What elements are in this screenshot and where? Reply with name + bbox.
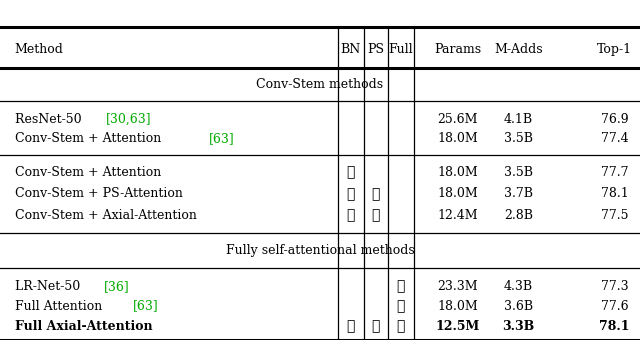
Text: ✓: ✓ [346, 187, 355, 201]
Text: Full Axial-Attention: Full Axial-Attention [15, 320, 152, 333]
Text: ✓: ✓ [396, 279, 405, 293]
Text: 12.4M: 12.4M [437, 209, 478, 222]
Text: 18.0M: 18.0M [437, 132, 478, 145]
Text: BN: BN [340, 43, 361, 56]
Text: [63]: [63] [209, 132, 234, 145]
Text: 18.0M: 18.0M [437, 187, 478, 200]
Text: ✓: ✓ [346, 165, 355, 180]
Text: ResNet-50: ResNet-50 [15, 113, 85, 126]
Text: Full: Full [388, 43, 413, 56]
Text: M-Adds: M-Adds [494, 43, 543, 56]
Text: 18.0M: 18.0M [437, 166, 478, 179]
Text: Full Attention: Full Attention [15, 300, 106, 312]
Text: ✓: ✓ [396, 299, 405, 313]
Text: 4.3B: 4.3B [504, 280, 533, 293]
Text: 12.5M: 12.5M [435, 320, 480, 333]
Text: Fully self-attentional methods: Fully self-attentional methods [226, 244, 414, 257]
Text: 76.9: 76.9 [600, 113, 628, 126]
Text: 3.3B: 3.3B [502, 320, 534, 333]
Text: ✓: ✓ [346, 208, 355, 222]
Text: ✓: ✓ [396, 319, 405, 334]
Text: 77.4: 77.4 [600, 132, 628, 145]
Text: Params: Params [434, 43, 481, 56]
Text: 77.7: 77.7 [601, 166, 628, 179]
Text: Conv-Stem + Attention: Conv-Stem + Attention [15, 166, 161, 179]
Text: Conv-Stem methods: Conv-Stem methods [257, 78, 383, 91]
Text: 77.5: 77.5 [601, 209, 628, 222]
Text: 18.0M: 18.0M [437, 300, 478, 312]
Text: [36]: [36] [104, 280, 130, 293]
Text: 4.1B: 4.1B [504, 113, 533, 126]
Text: 23.3M: 23.3M [437, 280, 478, 293]
Text: 25.6M: 25.6M [437, 113, 478, 126]
Text: 78.1: 78.1 [599, 320, 630, 333]
Text: [30,63]: [30,63] [106, 113, 152, 126]
Text: 77.3: 77.3 [600, 280, 628, 293]
Text: 77.6: 77.6 [600, 300, 628, 312]
Text: ✓: ✓ [346, 319, 355, 334]
Text: 78.1: 78.1 [600, 187, 628, 200]
Text: Conv-Stem + Axial-Attention: Conv-Stem + Axial-Attention [15, 209, 196, 222]
Text: Conv-Stem + Attention: Conv-Stem + Attention [15, 132, 165, 145]
Text: PS: PS [367, 43, 384, 56]
Text: 3.6B: 3.6B [504, 300, 533, 312]
Text: 3.5B: 3.5B [504, 132, 533, 145]
Text: ✓: ✓ [371, 208, 380, 222]
Text: Method: Method [15, 43, 63, 56]
Text: ✓: ✓ [371, 187, 380, 201]
Text: [63]: [63] [132, 300, 158, 312]
Text: ✓: ✓ [371, 319, 380, 334]
Text: Top-1: Top-1 [597, 43, 632, 56]
Text: 3.7B: 3.7B [504, 187, 533, 200]
Text: Conv-Stem + PS-Attention: Conv-Stem + PS-Attention [15, 187, 182, 200]
Text: 2.8B: 2.8B [504, 209, 533, 222]
Text: LR-Net-50: LR-Net-50 [15, 280, 84, 293]
Text: 3.5B: 3.5B [504, 166, 533, 179]
